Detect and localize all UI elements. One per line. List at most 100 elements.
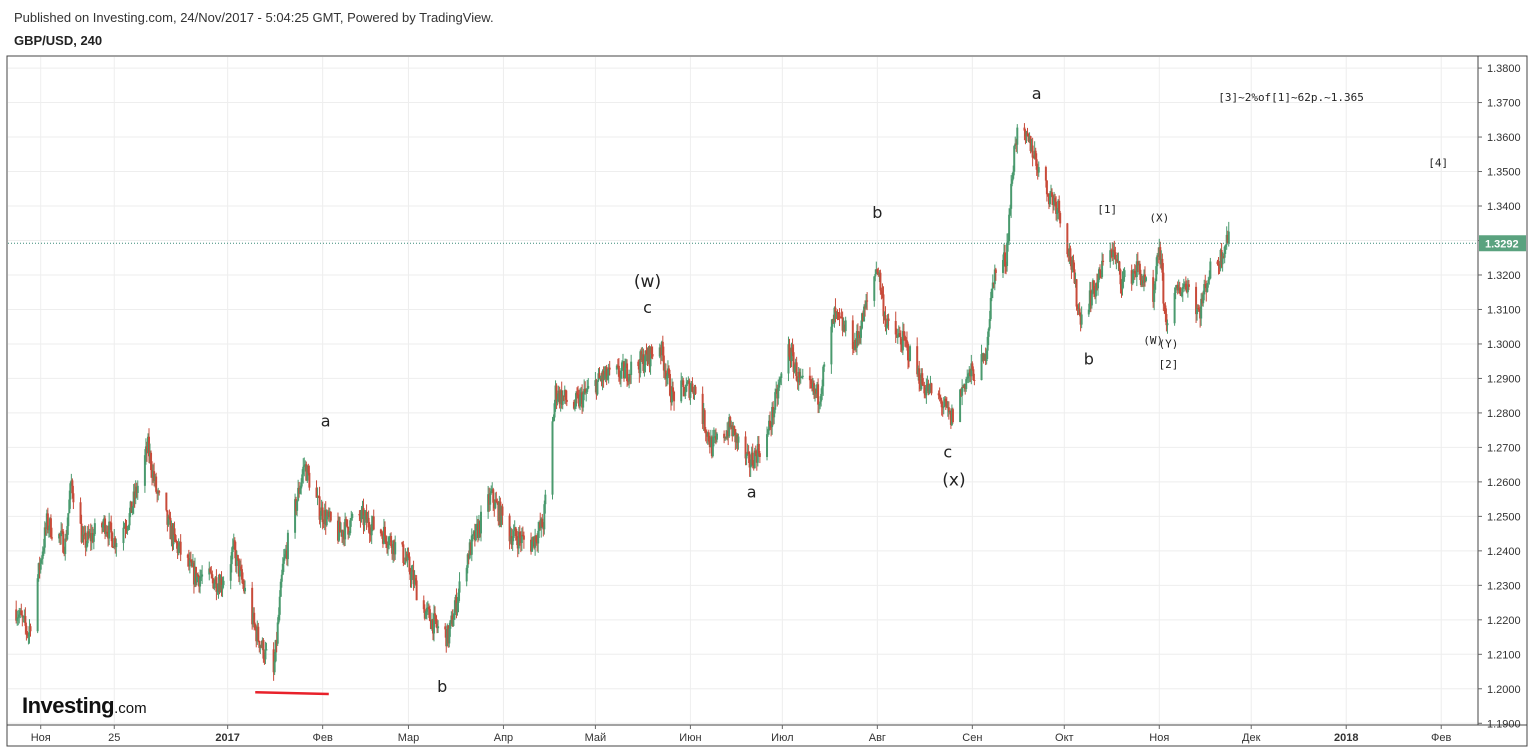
candle-body — [690, 383, 693, 390]
candle-body — [150, 452, 153, 471]
candle-body — [1153, 289, 1156, 302]
candle-body — [111, 532, 114, 548]
candle-body — [1173, 292, 1176, 324]
candle-body — [883, 315, 886, 317]
x-tick-label: Июн — [679, 732, 701, 744]
candle-body — [167, 516, 170, 525]
candle-body — [813, 383, 816, 393]
candle-body — [875, 269, 878, 275]
candle-body — [1185, 289, 1188, 293]
candle-body — [753, 450, 756, 469]
candle-body — [231, 546, 234, 553]
candle-body — [906, 343, 909, 361]
x-tick-label: 2017 — [215, 732, 239, 744]
candle-body — [18, 614, 21, 618]
candle-body — [898, 333, 901, 337]
candle-body — [365, 511, 368, 523]
candle-body — [193, 566, 196, 585]
candle-body — [1222, 255, 1225, 258]
candle-body — [707, 432, 710, 442]
candle-body — [882, 294, 885, 317]
candle-body — [470, 535, 473, 555]
candle-body — [325, 516, 328, 526]
candle-body — [156, 491, 159, 494]
candle-body — [427, 607, 430, 610]
candle-body — [746, 451, 749, 455]
candle-body — [172, 528, 175, 545]
candle-body — [916, 346, 919, 375]
candle-body — [465, 567, 468, 582]
y-tick-label: 1.2200 — [1487, 615, 1521, 627]
candle-body — [1164, 305, 1167, 315]
candle-body — [971, 363, 974, 370]
candle-body — [296, 500, 299, 511]
candle-body — [1162, 272, 1165, 304]
candle-body — [921, 373, 924, 385]
candle-body — [143, 455, 146, 486]
candle-body — [122, 527, 125, 544]
candle-body — [341, 530, 344, 537]
candle-body — [617, 365, 620, 377]
candle-body — [630, 361, 633, 375]
x-tick-label: Апр — [494, 732, 513, 744]
candle-body — [342, 530, 345, 537]
candle-body — [155, 476, 158, 492]
candle-body — [1096, 279, 1099, 289]
candle-body — [903, 335, 906, 340]
candle-body — [929, 383, 932, 386]
candle-body — [26, 632, 29, 636]
candle-body — [727, 430, 730, 437]
candle-body — [432, 613, 435, 634]
logo-suffix: .com — [114, 700, 147, 717]
candle-body — [597, 373, 600, 381]
candle-body — [711, 437, 714, 457]
candle-body — [1013, 146, 1016, 172]
candle-body — [967, 373, 970, 379]
candle-body — [772, 406, 775, 418]
candle-body — [317, 496, 320, 498]
candle-body — [757, 443, 760, 454]
candle-body — [1152, 277, 1155, 302]
candle-body — [858, 334, 861, 338]
candle-body — [81, 534, 84, 543]
candle-body — [1178, 287, 1181, 294]
candle-body — [244, 587, 247, 592]
candle-body — [476, 523, 479, 538]
candle-body — [475, 523, 478, 525]
candle-body — [512, 530, 515, 538]
candle-body — [942, 406, 945, 408]
candle-body — [166, 510, 169, 525]
candle-body — [329, 512, 332, 521]
candle-body — [189, 559, 192, 561]
candle-body — [1089, 290, 1092, 306]
candle-body — [769, 420, 772, 427]
candle-body — [983, 354, 986, 361]
x-tick-label: Июл — [771, 732, 793, 744]
candle-body — [454, 597, 457, 610]
candle-body — [694, 386, 697, 394]
candle-body — [83, 532, 86, 536]
candle-body — [909, 346, 912, 362]
candle-body — [1027, 135, 1030, 142]
candle-body — [876, 269, 879, 273]
candle-body — [779, 378, 782, 383]
candle-body — [115, 543, 118, 548]
wave-label: c — [643, 298, 652, 317]
candle-body — [1052, 196, 1055, 206]
x-tick-label: Мар — [398, 732, 420, 744]
candle-body — [102, 524, 105, 528]
candle-body — [510, 536, 513, 545]
candle-body — [381, 535, 384, 544]
candle-body — [89, 532, 92, 542]
candle-body — [106, 531, 109, 534]
candle-body — [641, 354, 644, 360]
candle-body — [626, 363, 629, 382]
candle-body — [1015, 143, 1018, 145]
candle-body — [1186, 284, 1189, 293]
candle-body — [92, 534, 95, 542]
candle-body — [1054, 198, 1057, 202]
candle-body — [859, 328, 862, 338]
candle-body — [455, 597, 458, 613]
candle-body — [924, 393, 927, 396]
